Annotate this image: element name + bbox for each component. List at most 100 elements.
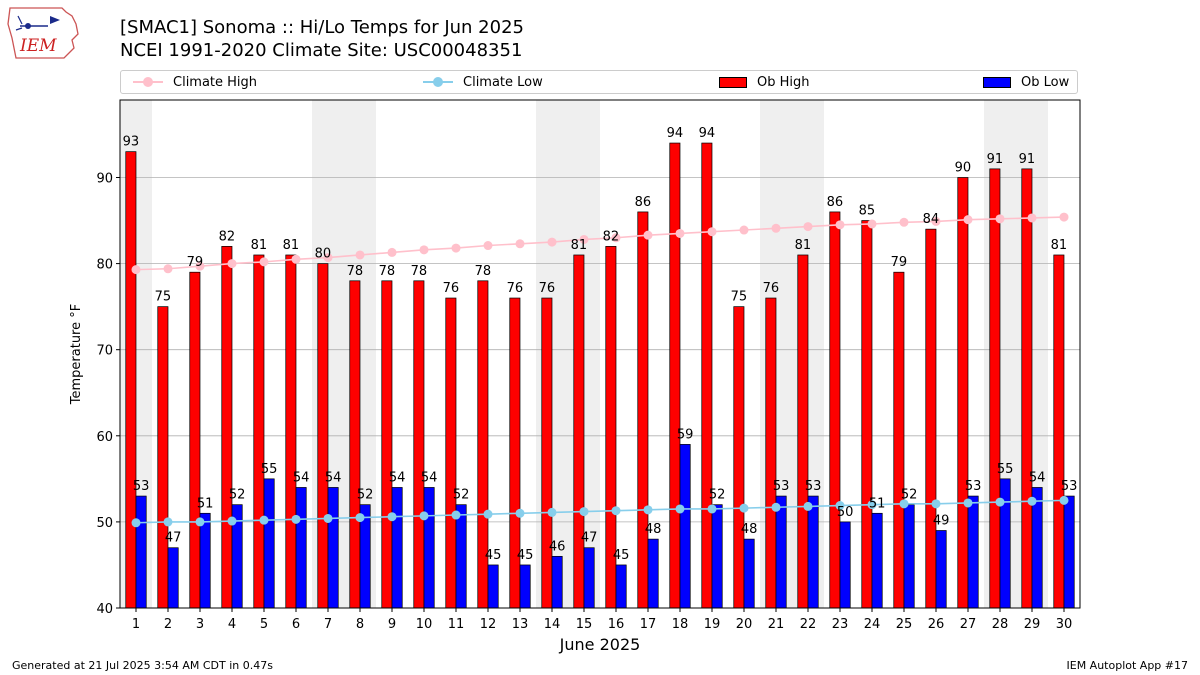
climate-high-point [995,214,1005,224]
logo-text: IEM [19,36,57,56]
x-tick-label: 17 [640,617,657,632]
climate-low-line [135,499,1065,524]
x-tick-label: 2 [164,617,172,632]
climate-high-point [515,239,525,249]
x-tick-label: 15 [576,617,593,632]
ob-low-label: 47 [581,531,598,546]
ob-low-bar [519,564,531,609]
ob-high-bar [925,228,937,609]
ob-high-bar [989,168,1001,609]
climate-low-point [163,517,173,527]
ob-low-bar [775,495,787,609]
ob-high-bar [669,142,681,609]
climate-high-line [135,216,1065,271]
ob-high-bar [157,306,169,609]
ob-high-label: 86 [827,195,844,210]
ob-low-label: 51 [869,496,886,511]
iem-logo: IEM [7,7,79,59]
climate-low-point [931,499,941,509]
climate-low-point [579,507,589,517]
climate-low-point [227,516,237,526]
climate-low-point [419,511,429,521]
ob-high-label: 86 [635,195,652,210]
climate-low-point [1027,496,1037,506]
climate-low-point [707,504,717,514]
climate-high-point [259,257,269,267]
y-axis-label: Temperature °F [69,304,84,405]
climate-high-point [483,241,493,251]
ob-low-label: 52 [453,488,470,503]
ob-low-bar [1063,495,1075,609]
ob-low-label: 45 [485,548,502,563]
ob-high-label: 76 [763,281,780,296]
chart-title: [SMAC1] Sonoma :: Hi/Lo Temps for Jun 20… [120,17,524,38]
app-note: IEM Autoplot App #17 [1066,659,1189,672]
ob-low-label: 54 [1029,470,1046,485]
ob-low-label: 45 [517,548,534,563]
ob-low-label: 49 [933,514,950,529]
ob-low-bar [839,521,851,609]
ob-high-bar [1021,168,1033,609]
x-tick-label: 1 [132,617,140,632]
ob-low-label: 54 [293,470,310,485]
ob-low-label: 55 [261,462,278,477]
climate-high-point [1059,212,1069,222]
legend-ob-high: Ob High [719,71,810,93]
ob-high-label: 75 [155,290,172,305]
y-tick-label: 90 [96,171,113,186]
x-tick-label: 24 [864,617,881,632]
ob-low-bar [903,504,915,609]
ob-low-label: 59 [677,427,694,442]
ob-low-bar [935,530,947,609]
ob-high-bar [701,142,713,609]
climate-high-point [611,233,621,243]
climate-high-point [963,215,973,225]
ob-high-bar [637,211,649,609]
ob-high-label: 78 [475,264,492,279]
climate-low-point [387,512,397,522]
climate-low-point [451,510,461,520]
ob-low-bar [1031,487,1043,609]
climate-high-point [291,254,301,264]
ob-high-label: 78 [411,264,428,279]
climate-high-point [547,237,557,247]
y-tick-label: 80 [96,258,113,273]
climate-high-point [195,261,205,271]
ob-high-bar [957,177,969,609]
climate-low-point [963,498,973,508]
ob-high-label: 81 [283,238,300,253]
climate-low-point [739,503,749,513]
ob-low-bar [583,547,595,609]
ob-low-bar [455,504,467,609]
ob-high-bar [381,280,393,609]
legend-climate-low: Climate Low [423,71,543,93]
climate-high-point [163,264,173,274]
legend-ob-low-swatch [983,76,1011,88]
ob-low-label: 53 [1061,479,1078,494]
ob-high-bar [797,254,809,609]
x-tick-label: 9 [388,617,396,632]
x-tick-label: 28 [992,617,1009,632]
ob-low-bar [967,495,979,609]
ob-low-bar [551,555,563,609]
climate-high-point [387,247,397,257]
ob-low-label: 54 [421,470,438,485]
ob-low-label: 51 [197,496,214,511]
climate-high-point [1027,213,1037,223]
x-axis-label: June 2025 [559,635,641,654]
ob-high-bar [189,271,201,609]
climate-low-point [259,515,269,525]
ob-low-bar [295,487,307,609]
climate-high-point [643,230,653,240]
ob-high-label: 81 [571,238,588,253]
legend-climate-low-label: Climate Low [463,74,543,90]
ob-high-label: 81 [795,238,812,253]
climate-low-point [355,513,365,523]
ob-high-label: 79 [891,255,908,270]
legend-climate-high-label: Climate High [173,74,258,90]
ob-high-bar [541,297,553,609]
climate-high-point [771,223,781,233]
ob-high-bar [1053,254,1065,609]
legend-climate-high: Climate High [133,71,257,93]
